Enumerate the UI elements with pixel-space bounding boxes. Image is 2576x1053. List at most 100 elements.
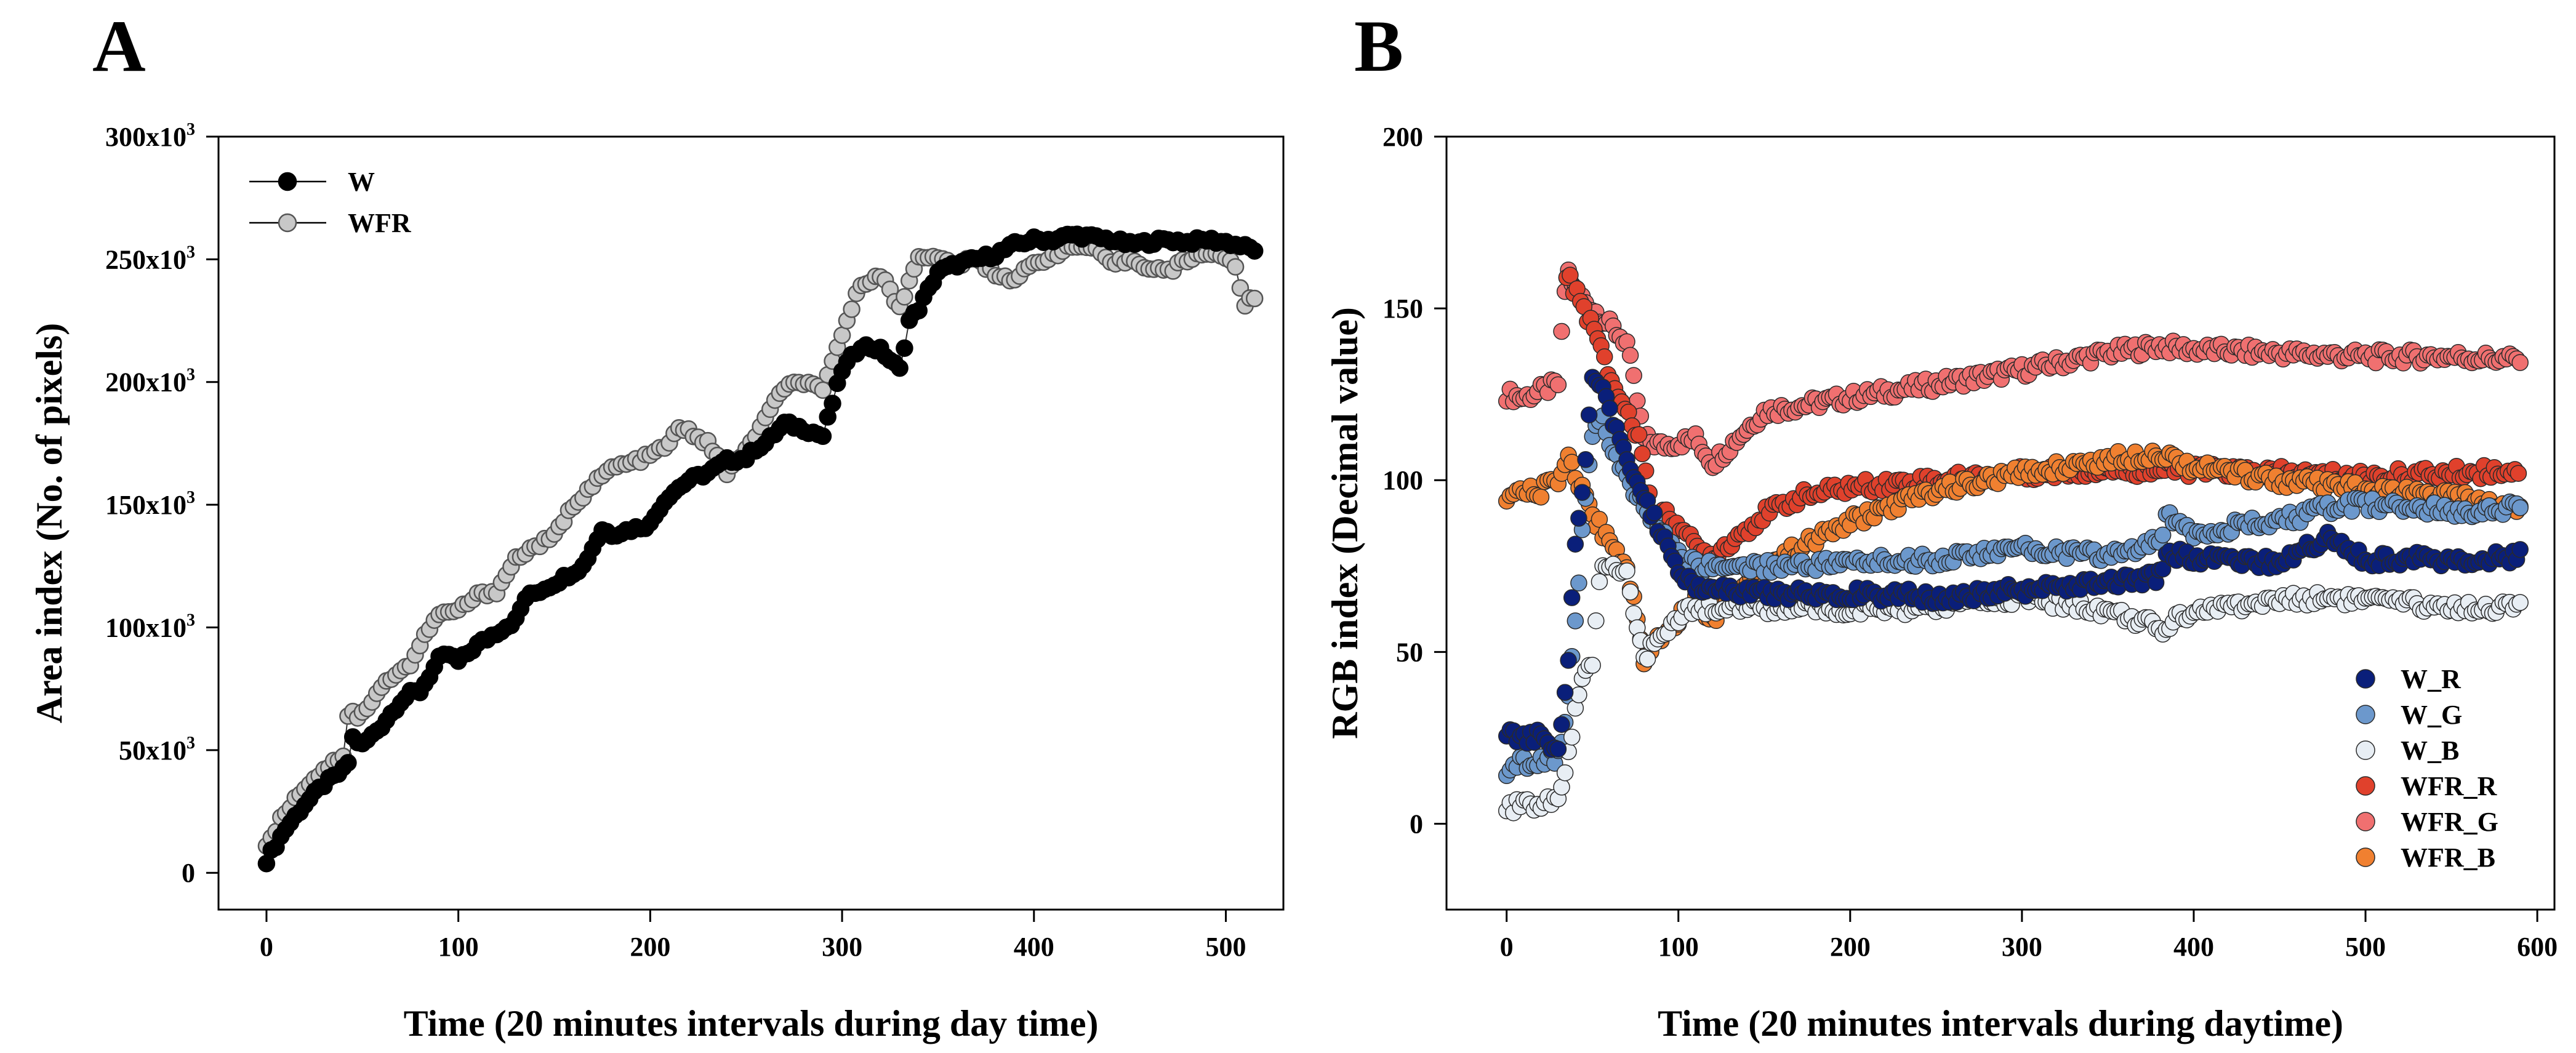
panel-letter-b: B — [1354, 5, 1403, 87]
data-point — [1570, 574, 1587, 592]
legend-marker — [2356, 669, 2375, 689]
data-point — [2511, 594, 2529, 611]
data-point — [1573, 484, 1591, 501]
data-point — [1618, 562, 1635, 580]
x-tick-label: 300 — [822, 932, 862, 962]
x-tick-label: 0 — [1500, 932, 1514, 962]
x-axis-title: Time (20 minutes intervals during day ti… — [404, 1003, 1099, 1044]
data-point — [1570, 510, 1587, 527]
y-tick-label: 150x103 — [105, 488, 195, 520]
data-point — [1591, 573, 1608, 590]
data-point — [2510, 465, 2527, 482]
data-point — [1587, 612, 1605, 630]
data-point — [891, 359, 909, 377]
x-tick-label: 600 — [2517, 932, 2558, 962]
legend-marker — [2356, 705, 2375, 724]
x-tick-label: 500 — [2345, 932, 2386, 962]
data-point — [1562, 266, 1579, 284]
y-tick-label: 0 — [1410, 809, 1423, 839]
data-point — [1595, 348, 1613, 366]
data-point — [814, 427, 832, 446]
plot-area-frame — [1445, 135, 2556, 911]
series-group — [1498, 261, 2529, 822]
y-tick-label: 250x103 — [105, 242, 195, 274]
data-point — [1556, 684, 1574, 701]
y-tick-label: 200x103 — [105, 366, 195, 398]
data-point — [1532, 488, 1550, 506]
data-point — [1567, 612, 1584, 630]
data-point — [1549, 740, 1567, 758]
data-point — [1245, 242, 1264, 260]
data-point — [1570, 686, 1587, 703]
data-point — [1630, 426, 1648, 443]
panel-letter-a: A — [92, 5, 146, 87]
legend-marker — [278, 172, 297, 191]
data-point — [1563, 454, 1581, 471]
data-point — [1577, 451, 1594, 468]
data-point — [1245, 289, 1264, 308]
data-point — [1621, 346, 1639, 364]
data-point — [1625, 367, 1642, 384]
y-axis-title: Area index (No. of pixels) — [29, 323, 70, 724]
y-tick-label: 50 — [1396, 637, 1423, 667]
legend-label: WFR — [348, 208, 412, 238]
y-tick-label: 300x103 — [105, 120, 195, 152]
legend-label: W_B — [2401, 735, 2459, 766]
data-point — [1584, 657, 1601, 674]
data-point — [1580, 406, 1598, 423]
series-w — [257, 225, 1264, 873]
data-point — [1556, 764, 1574, 782]
axis-ticks: 0 100 200 300 400 500 600 0 50 100 150 200 — [1382, 122, 2558, 962]
legend-label: WFR_B — [2401, 843, 2495, 873]
legend: W_R W_G W_B WFR_R WFR_G WFR_B — [2356, 664, 2498, 873]
legend-label: W_G — [2401, 700, 2462, 730]
data-point — [896, 288, 913, 306]
data-point — [2511, 541, 2529, 558]
y-tick-label: 50x103 — [119, 734, 195, 766]
data-point — [1591, 511, 1608, 528]
data-point — [1625, 605, 1642, 622]
data-point — [1226, 258, 1245, 276]
series-w-r — [1498, 369, 2529, 758]
legend-marker — [2356, 776, 2375, 796]
data-point — [1645, 504, 1663, 522]
data-point — [1621, 583, 1639, 601]
data-point — [2154, 526, 2172, 544]
y-tick-label: 200 — [1382, 122, 1423, 152]
data-point — [833, 326, 851, 344]
data-point — [1553, 716, 1570, 733]
data-point — [824, 394, 841, 412]
data-point — [1634, 445, 1651, 463]
legend-label: W — [348, 167, 375, 197]
legend-label: WFR_G — [2401, 807, 2498, 837]
x-tick-label: 0 — [260, 932, 273, 962]
chart-panel-a: 0 100 200 300 400 500 0 50x103 100x103 150x103 200… — [29, 120, 1285, 1044]
x-tick-label: 100 — [1658, 932, 1699, 962]
legend-marker — [2356, 847, 2375, 867]
x-tick-label: 200 — [1830, 932, 1871, 962]
data-point — [2511, 499, 2529, 516]
series-w-g — [1498, 407, 2529, 784]
axis-ticks: 0 100 200 300 400 500 0 50x103 100x103 150x103 200… — [105, 120, 1246, 962]
legend-marker — [278, 213, 297, 233]
data-point — [1563, 728, 1581, 746]
y-tick-label: 150 — [1382, 294, 1423, 324]
legend-label: W_R — [2401, 664, 2462, 694]
y-axis-title: RGB index (Decimal value) — [1325, 307, 1365, 739]
data-point — [1563, 589, 1581, 606]
data-point — [1560, 652, 1577, 669]
legend-marker — [2356, 740, 2375, 760]
data-point — [1601, 399, 1618, 417]
y-tick-label: 0 — [182, 858, 195, 888]
series-w-b — [1498, 556, 2529, 822]
data-point — [1567, 535, 1584, 553]
data-point — [2511, 354, 2529, 371]
legend-marker — [2356, 812, 2375, 831]
data-point — [339, 754, 357, 772]
x-axis-title: Time (20 minutes intervals during daytim… — [1658, 1003, 2343, 1044]
x-tick-label: 400 — [1014, 932, 1054, 962]
data-point — [896, 339, 913, 357]
x-tick-label: 100 — [438, 932, 479, 962]
